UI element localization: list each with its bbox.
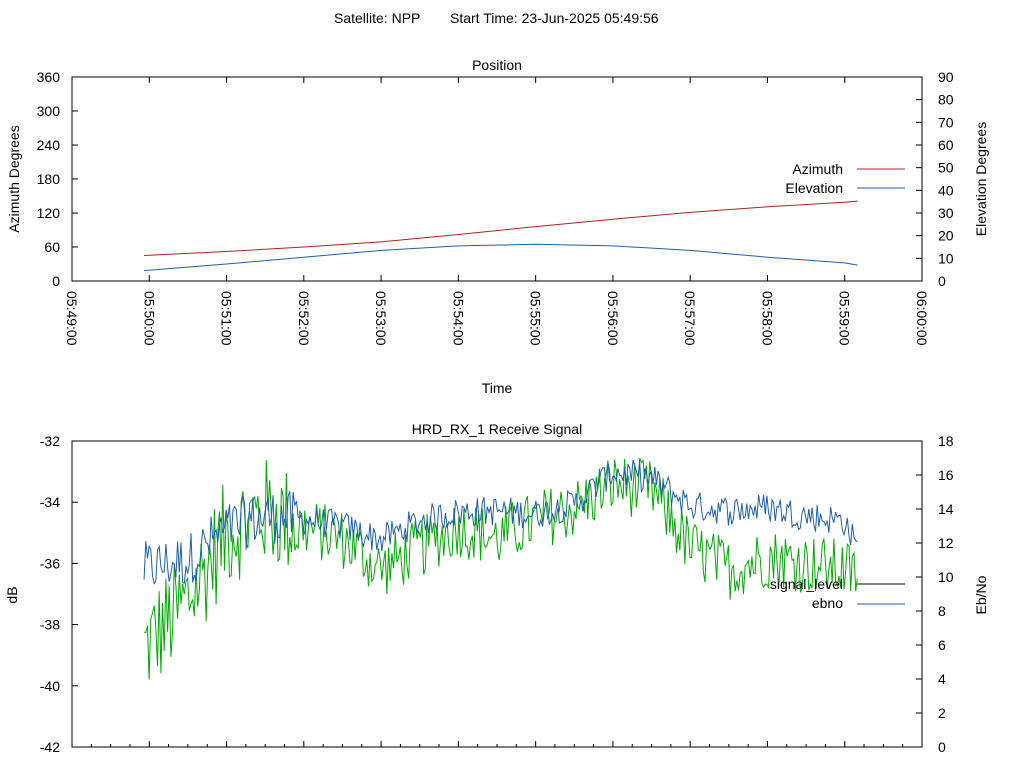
signal-y2tick-label: 0: [938, 739, 946, 755]
position-y2tick-label: 20: [938, 228, 954, 244]
position-xtick-label: 05:49:00: [64, 291, 80, 346]
position-y2tick-label: 50: [938, 160, 954, 176]
signal-chart: HRD_RX_1 Receive Signal dB Eb/No -42-40-…: [4, 421, 989, 755]
legend-azimuth-label: Azimuth: [792, 161, 843, 177]
legend-ebno-label: ebno: [812, 595, 843, 611]
signal-ytick-label: -38: [40, 617, 60, 633]
position-y2tick-label: 80: [938, 92, 954, 108]
position-y2tick-label: 90: [938, 69, 954, 85]
signal-title: HRD_RX_1 Receive Signal: [412, 421, 582, 437]
position-xtick-label: 05:54:00: [450, 291, 466, 346]
position-ytick-label: 180: [37, 171, 61, 187]
start-time-label: Start Time: 23-Jun-2025 05:49:56: [450, 10, 659, 26]
signal-ytick-label: -42: [40, 739, 60, 755]
position-y2tick-label: 60: [938, 137, 954, 153]
position-y2tick-label: 0: [938, 273, 946, 289]
position-y2tick-label: 70: [938, 114, 954, 130]
position-y2label: Elevation Degrees: [973, 122, 989, 236]
satellite-label: Satellite: NPP: [334, 10, 420, 26]
position-ytick-label: 0: [52, 273, 60, 289]
position-series: [144, 200, 858, 272]
position-plot-frame: [71, 76, 923, 282]
signal-y2label: Eb/No: [973, 575, 989, 614]
legend-elevation-label: Elevation: [785, 180, 843, 196]
signal-ytick-label: -36: [40, 555, 60, 571]
signal-series: [143, 458, 858, 680]
position-xtick-label: 05:51:00: [219, 291, 235, 346]
position-xtick-label: 05:53:00: [373, 291, 389, 346]
signal-y2tick-label: 4: [938, 671, 946, 687]
signal-ytick-label: -40: [40, 678, 60, 694]
position-xtick-label: 05:50:00: [141, 291, 157, 346]
signal-level-series-line: [143, 458, 858, 680]
position-xtick-label: 05:58:00: [759, 291, 775, 346]
position-ytick-label: 300: [37, 103, 61, 119]
position-xtick-label: 05:52:00: [296, 291, 312, 346]
position-xtick-label: 05:59:00: [837, 291, 853, 346]
signal-y2tick-label: 16: [938, 467, 954, 483]
elevation-series-line: [144, 243, 858, 272]
position-y2tick-label: 40: [938, 182, 954, 198]
signal-y2tick-label: 6: [938, 637, 946, 653]
signal-y2tick-label: 12: [938, 535, 954, 551]
position-ytick-label: 240: [37, 137, 61, 153]
position-chart: Position Azimuth Degrees Elevation Degre…: [6, 57, 989, 396]
ebno-series-line: [143, 459, 858, 585]
position-ylabel: Azimuth Degrees: [6, 125, 22, 232]
signal-ytick-label: -34: [40, 494, 60, 510]
position-ytick-label: 360: [37, 69, 61, 85]
signal-plot-frame: [71, 440, 923, 748]
azimuth-series-line: [144, 200, 858, 256]
position-ytick-label: 120: [37, 205, 61, 221]
position-y2tick-label: 10: [938, 250, 954, 266]
position-title: Position: [472, 57, 522, 73]
position-xtick-label: 06:00:00: [914, 291, 930, 346]
signal-ytick-label: -32: [40, 433, 60, 449]
position-ytick-label: 60: [44, 239, 60, 255]
position-xtick-label: 05:56:00: [605, 291, 621, 346]
signal-legend: signal_level ebno: [770, 576, 905, 611]
position-y2tick-label: 30: [938, 205, 954, 221]
signal-y2tick-label: 10: [938, 569, 954, 585]
legend-signal-level-label: signal_level: [770, 576, 843, 592]
signal-y2tick-label: 18: [938, 433, 954, 449]
position-ticks: 0 60 120 180 240 300 360 0 10 20 30 40 50 60 70 80 90 05:…: [37, 69, 954, 346]
signal-y2tick-label: 8: [938, 603, 946, 619]
position-legend: Azimuth Elevation: [785, 161, 905, 196]
signal-y2tick-label: 2: [938, 705, 946, 721]
signal-ticks: -42 -40 -38 -36 -34 -32 0 2 4 6 8 10 12 14 16 18: [40, 433, 954, 755]
signal-ylabel: dB: [4, 586, 20, 603]
position-xlabel: Time: [482, 380, 513, 396]
signal-y2tick-label: 14: [938, 501, 954, 517]
position-xtick-label: 05:55:00: [528, 291, 544, 346]
position-xtick-label: 05:57:00: [682, 291, 698, 346]
